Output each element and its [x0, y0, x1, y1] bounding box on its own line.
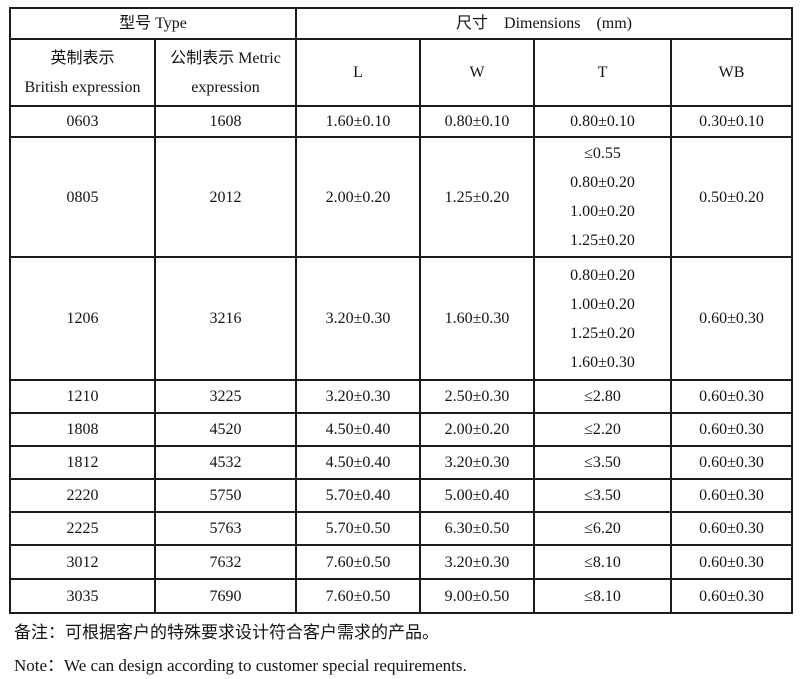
- cell-british: 0603: [9, 105, 156, 138]
- cell-wb: 0.30±0.10: [670, 105, 794, 138]
- cell-british: 1210: [9, 379, 156, 414]
- table-header-row-top: 型号 Type 尺寸 Dimensions (mm): [8, 7, 794, 40]
- cell-w: 3.20±0.30: [419, 445, 536, 480]
- cell-metric: 7632: [153, 544, 298, 580]
- cell-british: 2220: [9, 478, 156, 513]
- cell-w: 5.00±0.40: [419, 478, 536, 513]
- cell-t: ≤2.20: [533, 412, 673, 447]
- cell-t: ≤8.10: [533, 578, 673, 614]
- cell-t: ≤2.80: [533, 379, 673, 414]
- cell-metric: 2012: [153, 136, 298, 258]
- table-row: 0805 2012 2.00±0.20 1.25±0.20 ≤0.55 0.80…: [9, 136, 794, 258]
- cell-british: 3035: [9, 578, 156, 614]
- cell-w: 6.30±0.50: [419, 511, 536, 546]
- cell-w: 2.00±0.20: [419, 412, 536, 447]
- type-header: 型号 Type: [8, 7, 298, 40]
- cell-wb: 0.50±0.20: [670, 136, 794, 258]
- table-row: 1812 4532 4.50±0.40 3.20±0.30 ≤3.50 0.60…: [9, 445, 794, 480]
- cell-l: 7.60±0.50: [295, 544, 422, 580]
- cell-wb: 0.60±0.30: [670, 256, 794, 381]
- cell-wb: 0.60±0.30: [670, 379, 794, 414]
- cell-wb: 0.60±0.30: [670, 578, 794, 614]
- cell-british: 1808: [9, 412, 156, 447]
- cell-w: 1.60±0.30: [419, 256, 536, 381]
- table-row: 3012 7632 7.60±0.50 3.20±0.30 ≤8.10 0.60…: [9, 544, 794, 580]
- col-header-british-expression: 英制表示 British expression: [9, 38, 156, 107]
- cell-wb: 0.60±0.30: [670, 478, 794, 513]
- cell-t: 0.80±0.10: [533, 105, 673, 138]
- cell-t: ≤3.50: [533, 445, 673, 480]
- cell-metric: 4532: [153, 445, 298, 480]
- table-row: 2225 5763 5.70±0.50 6.30±0.50 ≤6.20 0.60…: [9, 511, 794, 546]
- dimensions-table: 型号 Type 尺寸 Dimensions (mm) 英制表示 British …: [8, 7, 794, 614]
- col-header-l: L: [295, 38, 422, 107]
- cell-metric: 1608: [153, 105, 298, 138]
- table-row: 1808 4520 4.50±0.40 2.00±0.20 ≤2.20 0.60…: [9, 412, 794, 447]
- cell-metric: 5750: [153, 478, 298, 513]
- cell-wb: 0.60±0.30: [670, 511, 794, 546]
- table-row: 1206 3216 3.20±0.30 1.60±0.30 0.80±0.20 …: [9, 256, 794, 381]
- table-row: 1210 3225 3.20±0.30 2.50±0.30 ≤2.80 0.60…: [9, 379, 794, 414]
- note-english: Note：We can design according to customer…: [14, 656, 467, 675]
- cell-wb: 0.60±0.30: [670, 544, 794, 580]
- cell-l: 3.20±0.30: [295, 256, 422, 381]
- cell-t: ≤3.50: [533, 478, 673, 513]
- cell-l: 2.00±0.20: [295, 136, 422, 258]
- cell-t: ≤0.55 0.80±0.20 1.00±0.20 1.25±0.20: [533, 136, 673, 258]
- cell-l: 4.50±0.40: [295, 412, 422, 447]
- cell-w: 0.80±0.10: [419, 105, 536, 138]
- cell-metric: 3225: [153, 379, 298, 414]
- cell-l: 4.50±0.40: [295, 445, 422, 480]
- cell-l: 1.60±0.10: [295, 105, 422, 138]
- cell-t: 0.80±0.20 1.00±0.20 1.25±0.20 1.60±0.30: [533, 256, 673, 381]
- cell-w: 2.50±0.30: [419, 379, 536, 414]
- cell-l: 3.20±0.30: [295, 379, 422, 414]
- cell-t: ≤6.20: [533, 511, 673, 546]
- cell-wb: 0.60±0.30: [670, 412, 794, 447]
- col-header-t: T: [533, 38, 673, 107]
- table-row: 2220 5750 5.70±0.40 5.00±0.40 ≤3.50 0.60…: [9, 478, 794, 513]
- cell-british: 2225: [9, 511, 156, 546]
- cell-wb: 0.60±0.30: [670, 445, 794, 480]
- cell-british: 3012: [9, 544, 156, 580]
- note-chinese: 备注：可根据客户的特殊要求设计符合客户需求的产品。: [14, 623, 439, 642]
- cell-british: 1206: [9, 256, 156, 381]
- cell-british: 0805: [9, 136, 156, 258]
- cell-l: 5.70±0.40: [295, 478, 422, 513]
- cell-metric: 7690: [153, 578, 298, 614]
- cell-metric: 3216: [153, 256, 298, 381]
- cell-w: 1.25±0.20: [419, 136, 536, 258]
- cell-metric: 5763: [153, 511, 298, 546]
- table-row: 0603 1608 1.60±0.10 0.80±0.10 0.80±0.10 …: [9, 105, 794, 138]
- table-row: 3035 7690 7.60±0.50 9.00±0.50 ≤8.10 0.60…: [9, 578, 794, 614]
- footnotes: 备注：可根据客户的特殊要求设计符合客户需求的产品。 Note：We can de…: [14, 612, 784, 677]
- cell-l: 7.60±0.50: [295, 578, 422, 614]
- cell-w: 3.20±0.30: [419, 544, 536, 580]
- cell-t: ≤8.10: [533, 544, 673, 580]
- table-header-row-columns: 英制表示 British expression 公制表示 Metric expr…: [9, 38, 794, 107]
- cell-w: 9.00±0.50: [419, 578, 536, 614]
- col-header-w: W: [419, 38, 536, 107]
- cell-l: 5.70±0.50: [295, 511, 422, 546]
- dimensions-header: 尺寸 Dimensions (mm): [295, 7, 794, 40]
- cell-british: 1812: [9, 445, 156, 480]
- cell-metric: 4520: [153, 412, 298, 447]
- col-header-metric-expression: 公制表示 Metric expression: [153, 38, 298, 107]
- col-header-wb: WB: [670, 38, 794, 107]
